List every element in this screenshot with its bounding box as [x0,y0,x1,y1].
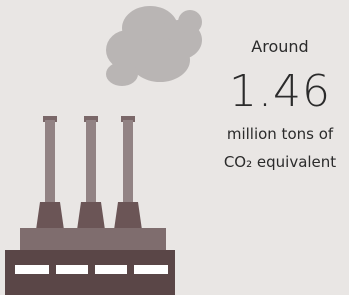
value-text: 1.46 [229,66,331,117]
chimneys [36,116,142,230]
unit-text: CO₂ equivalent [224,153,336,171]
infographic: Around 1.46 million tons of CO₂ equivale… [0,0,349,295]
prefix-text: Around [251,37,308,56]
factory-roof [20,228,166,250]
unit-text: million tons of [227,125,334,143]
